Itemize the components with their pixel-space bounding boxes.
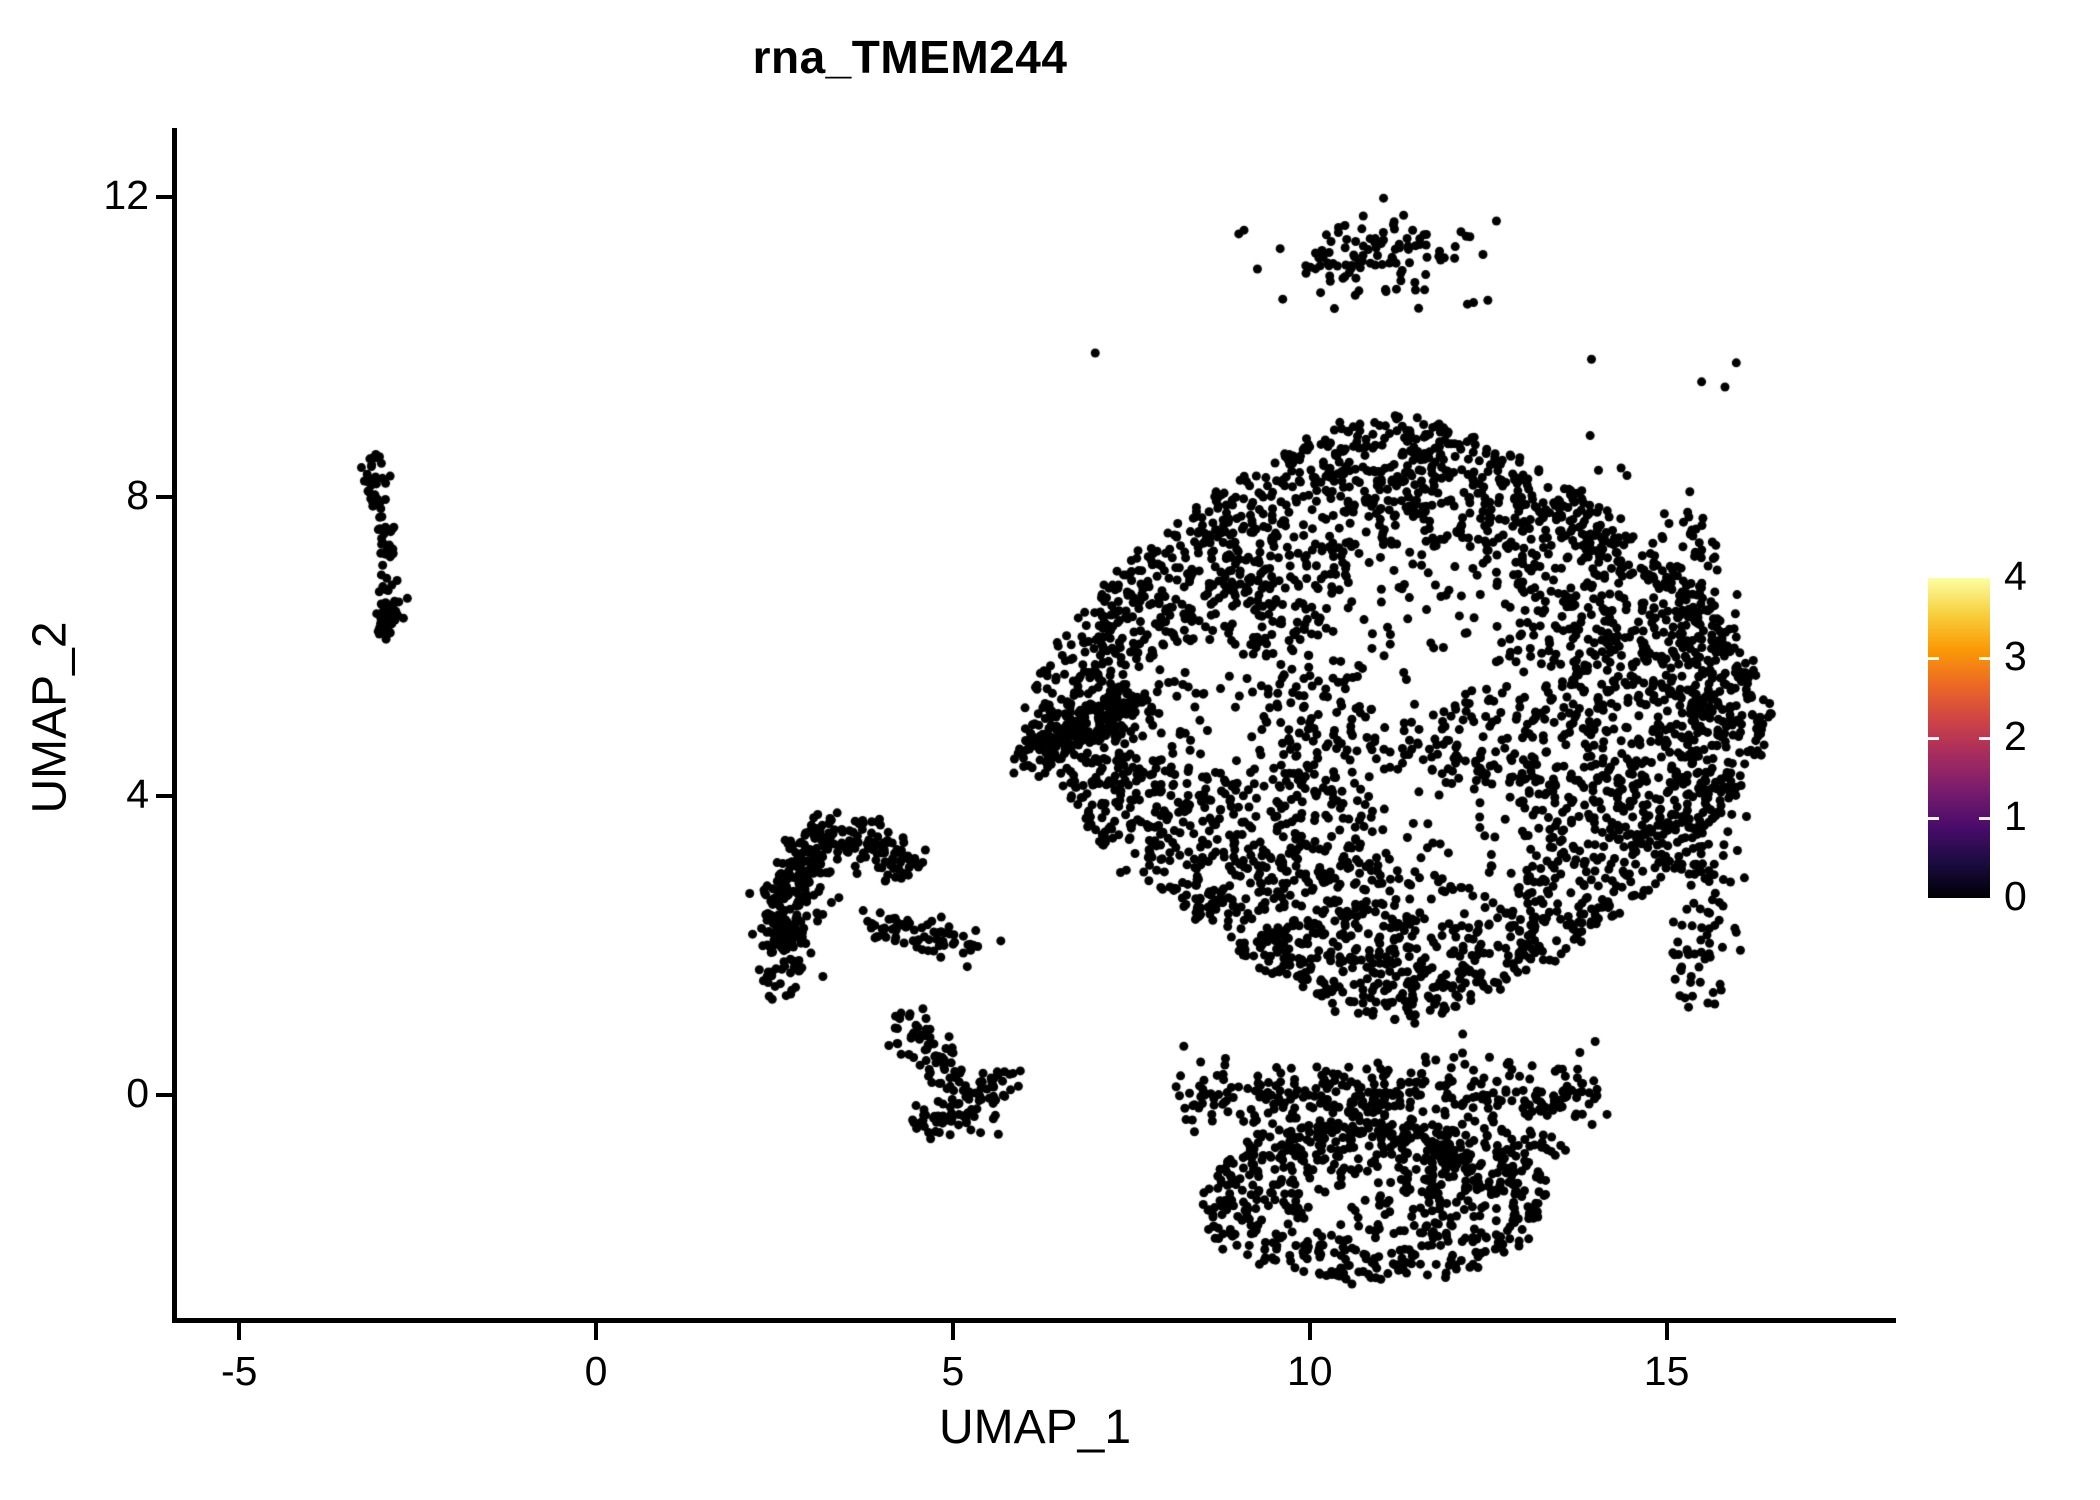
x-tick-mark: [1664, 1323, 1669, 1340]
colorbar-tick-label: 1: [2004, 793, 2027, 839]
scatter-canvas: [175, 130, 1895, 1320]
y-tick-label: 12: [103, 172, 149, 219]
colorbar-tick-label: 3: [2004, 633, 2027, 679]
x-tick-label: 15: [1643, 1348, 1690, 1394]
colorbar-tick-mark: [1928, 817, 1939, 820]
x-axis-title: UMAP_1: [938, 1401, 1132, 1454]
colorbar-tick-mark: [1979, 817, 1990, 820]
y-axis-title: UMAP_2: [23, 621, 77, 814]
x-tick-mark: [594, 1323, 599, 1340]
x-axis-line: [172, 1318, 1896, 1323]
x-tick-mark: [950, 1323, 955, 1340]
y-tick-mark: [156, 794, 173, 799]
x-tick-mark: [1307, 1323, 1312, 1340]
page-title: rna_TMEM244: [752, 31, 1068, 83]
x-tick-mark: [237, 1323, 242, 1340]
y-tick-mark: [156, 494, 173, 499]
colorbar-tick-mark: [1928, 737, 1939, 740]
x-tick-label: -5: [220, 1348, 258, 1394]
colorbar-tick-label: 0: [2004, 873, 2027, 919]
x-tick-label: 5: [941, 1348, 965, 1394]
colorbar-tick-mark: [1928, 657, 1939, 660]
y-axis-line: [172, 128, 177, 1321]
y-tick-label: 4: [126, 771, 149, 818]
x-tick-label: 10: [1286, 1348, 1333, 1394]
plot-panel: [175, 130, 1895, 1320]
colorbar-tick-mark: [1979, 657, 1990, 660]
colorbar-tick-label: 4: [2004, 553, 2027, 599]
colorbar-tick-mark: [1979, 737, 1990, 740]
y-tick-mark: [156, 1093, 173, 1098]
x-tick-label: 0: [584, 1348, 608, 1394]
colorbar-tick-label: 2: [2004, 713, 2027, 759]
y-tick-label: 8: [126, 471, 149, 518]
y-tick-mark: [156, 195, 173, 200]
y-tick-label: 0: [126, 1070, 149, 1117]
